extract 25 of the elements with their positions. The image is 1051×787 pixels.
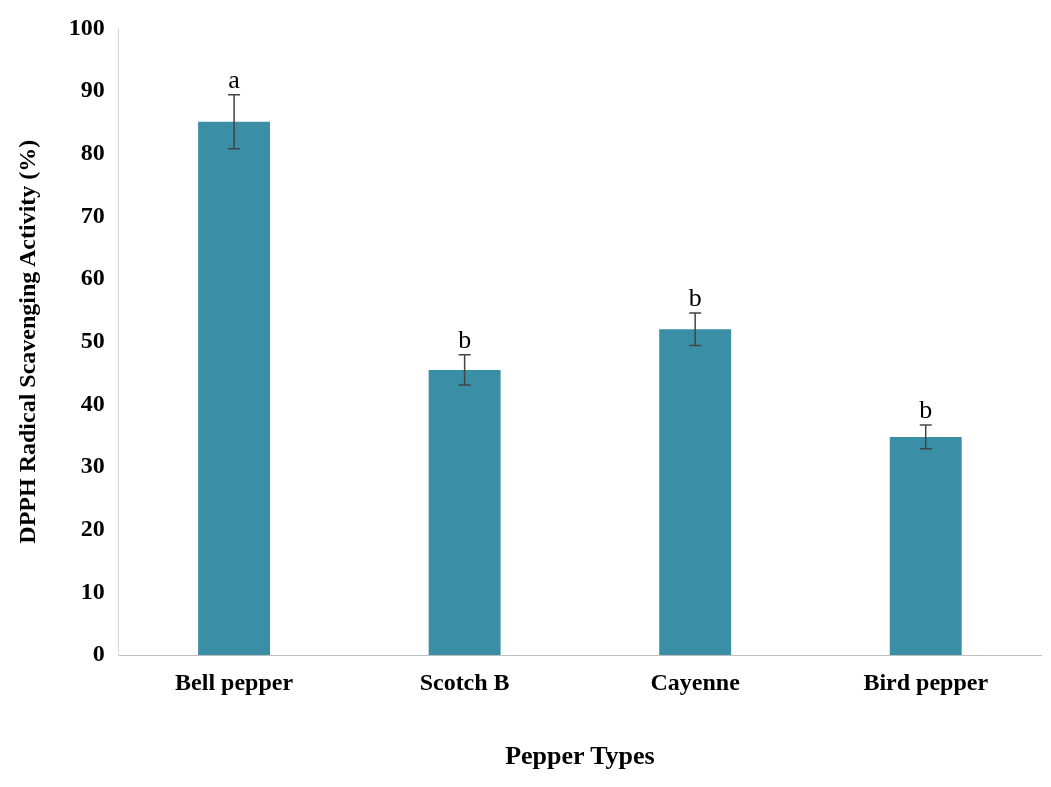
x-axis-title: Pepper Types bbox=[505, 741, 655, 771]
annotation: b bbox=[919, 394, 933, 424]
bar bbox=[659, 329, 732, 655]
x-tick-label: Bell pepper bbox=[175, 668, 294, 695]
x-tick-label: Cayenne bbox=[650, 668, 741, 695]
x-tick-label: Scotch B bbox=[419, 668, 510, 695]
y-tick-label: 50 bbox=[80, 326, 105, 353]
annotation: b bbox=[688, 282, 702, 312]
y-axis-title: DPPH Radical Scavenging Activity (%) bbox=[13, 139, 40, 544]
y-tick-label: 80 bbox=[80, 138, 105, 165]
y-tick-label: 90 bbox=[80, 76, 105, 103]
y-tick-label: 60 bbox=[80, 264, 105, 291]
bar bbox=[198, 121, 271, 655]
y-tick-label: 10 bbox=[80, 577, 105, 604]
y-tick-label: 40 bbox=[80, 389, 105, 416]
bar bbox=[889, 436, 962, 655]
bar bbox=[428, 369, 501, 655]
y-tick-label: 100 bbox=[68, 13, 105, 40]
annotation: a bbox=[228, 64, 241, 94]
y-tick-label: 20 bbox=[80, 514, 105, 541]
y-tick-label: 70 bbox=[80, 201, 105, 228]
y-tick-label: 30 bbox=[80, 452, 105, 479]
x-tick-label: Bird pepper bbox=[863, 668, 989, 695]
y-tick-label: 0 bbox=[92, 640, 105, 667]
annotation: b bbox=[458, 324, 472, 354]
